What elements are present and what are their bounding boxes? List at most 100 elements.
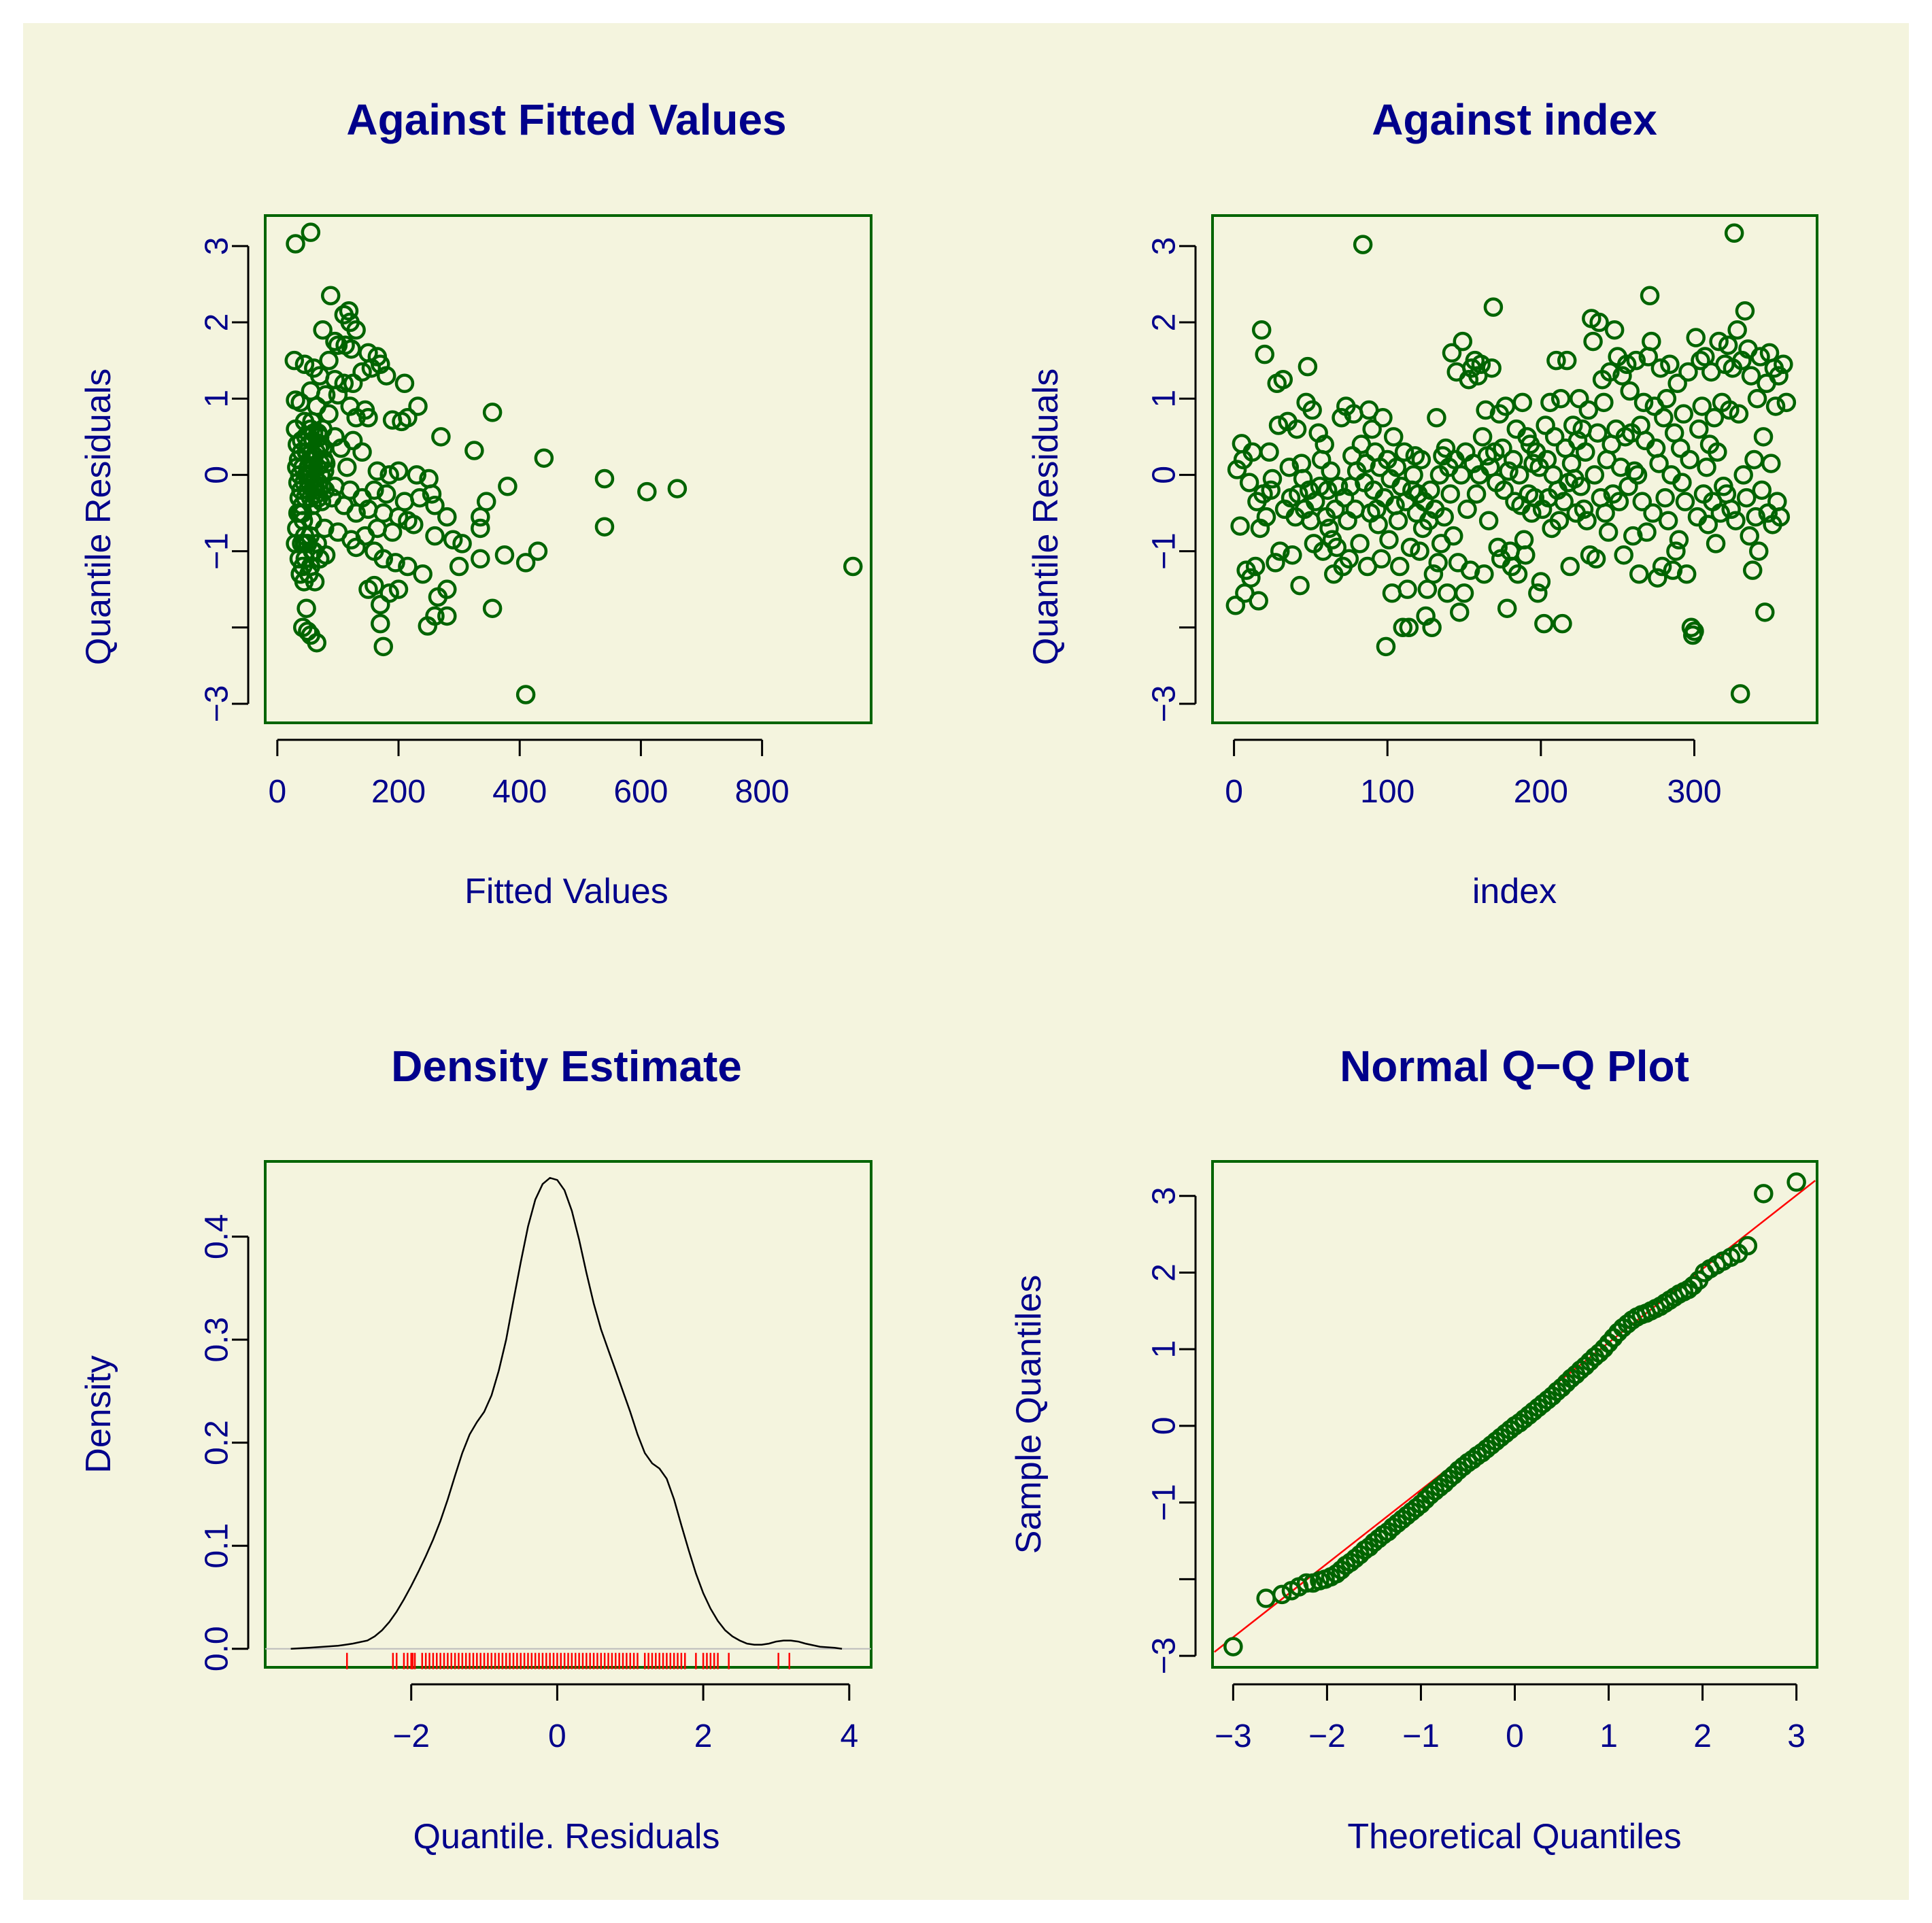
data-point [1411, 449, 1431, 470]
data-point [1698, 515, 1718, 534]
data-point [1510, 465, 1529, 485]
data-point [1629, 564, 1649, 584]
data-point [320, 286, 341, 306]
data-point [1643, 503, 1663, 523]
data-point [1474, 564, 1494, 584]
data-point [328, 335, 348, 355]
data-point [1376, 636, 1396, 657]
data-point [437, 507, 457, 527]
y-tick-label: 0 [1147, 1417, 1183, 1435]
x-tick-label: −2 [1308, 1718, 1346, 1754]
data-point [1689, 419, 1709, 439]
data-point [367, 461, 388, 481]
panel-2-title: Against index [1372, 95, 1657, 144]
data-point [1478, 511, 1499, 530]
data-point [1678, 362, 1698, 382]
data-point [1709, 331, 1729, 352]
x-tick-label: 0 [268, 774, 286, 810]
data-point [1776, 392, 1797, 413]
data-point [407, 465, 426, 485]
data-point [409, 488, 430, 508]
data-point [1584, 465, 1605, 485]
data-point [352, 442, 372, 462]
density-curve [290, 1176, 843, 1650]
data-point [1450, 602, 1470, 622]
data-point [1595, 503, 1615, 523]
data-point [1680, 449, 1699, 470]
data-point [346, 503, 366, 523]
data-point [1516, 545, 1536, 565]
data-point [1750, 347, 1770, 367]
data-point [1262, 469, 1283, 489]
data-point [398, 408, 418, 428]
data-point [325, 331, 345, 352]
panel-4-axes: −3 −2 −1 0 1 2 3 −3 −1 0 1 2 3 [1147, 1160, 1818, 1754]
data-point [361, 358, 382, 378]
data-point [1270, 541, 1290, 561]
data-point [1754, 1184, 1774, 1204]
x-tick-label: 0 [548, 1718, 566, 1754]
data-point [1692, 396, 1712, 416]
data-point [1397, 579, 1417, 599]
data-point [1655, 488, 1675, 508]
data-point [1660, 354, 1680, 375]
data-point [1550, 388, 1571, 409]
data-point [1652, 556, 1672, 577]
data-point [1319, 518, 1339, 539]
y-tick-label: 1 [1147, 390, 1183, 408]
data-point [346, 320, 366, 340]
data-point [1561, 454, 1582, 473]
panel-1-xlabel: Fitted Values [464, 872, 668, 911]
data-point [431, 427, 451, 447]
data-point [1755, 602, 1775, 622]
data-point [1570, 388, 1589, 409]
data-point [1273, 369, 1293, 390]
data-point [1598, 522, 1619, 542]
y-tick-label: 2 [199, 313, 235, 332]
data-point [371, 613, 390, 634]
data-point [1317, 480, 1338, 500]
data-point [1736, 488, 1757, 508]
data-point [1423, 564, 1444, 584]
data-point [515, 685, 536, 704]
data-point [1232, 434, 1252, 454]
data-point [1466, 484, 1487, 504]
data-point [1223, 1637, 1243, 1656]
x-tick-label: 0 [1225, 774, 1243, 810]
y-tick-label: 0.2 [199, 1420, 235, 1465]
data-point [1422, 617, 1442, 638]
data-point [1434, 507, 1454, 527]
y-tick-label: 3 [199, 237, 235, 256]
data-point [1549, 511, 1570, 530]
x-tick-label: 0 [1506, 1718, 1524, 1754]
data-point [1594, 1338, 1614, 1359]
data-point [413, 564, 433, 584]
data-point [296, 598, 316, 618]
x-tick-label: 3 [1787, 1718, 1806, 1754]
y-tick-label: 0.1 [199, 1523, 235, 1569]
panel-4-points [1213, 1172, 1816, 1656]
data-point [1765, 396, 1786, 416]
x-tick-label: 800 [735, 774, 790, 810]
data-point [315, 461, 335, 481]
data-point [1368, 515, 1388, 534]
data-point [1249, 591, 1268, 611]
data-point [528, 541, 548, 561]
data-point [1255, 344, 1274, 364]
data-point [1382, 583, 1402, 603]
data-point [1684, 622, 1704, 641]
panel-1-title: Against Fitted Values [346, 95, 786, 144]
x-tick-label: 100 [1360, 774, 1414, 810]
y-tick-label: −3 [1147, 1637, 1183, 1675]
data-point [498, 476, 518, 496]
data-point [494, 545, 515, 565]
panel-1-axes: 0 200 400 600 800 −3 −1 0 1 2 3 [199, 214, 872, 810]
data-point [1726, 511, 1746, 530]
data-point [1666, 541, 1686, 561]
data-point [1225, 595, 1246, 615]
data-point [1577, 511, 1597, 530]
data-point [1637, 522, 1657, 542]
data-point [1720, 400, 1740, 420]
data-point [1704, 408, 1725, 428]
